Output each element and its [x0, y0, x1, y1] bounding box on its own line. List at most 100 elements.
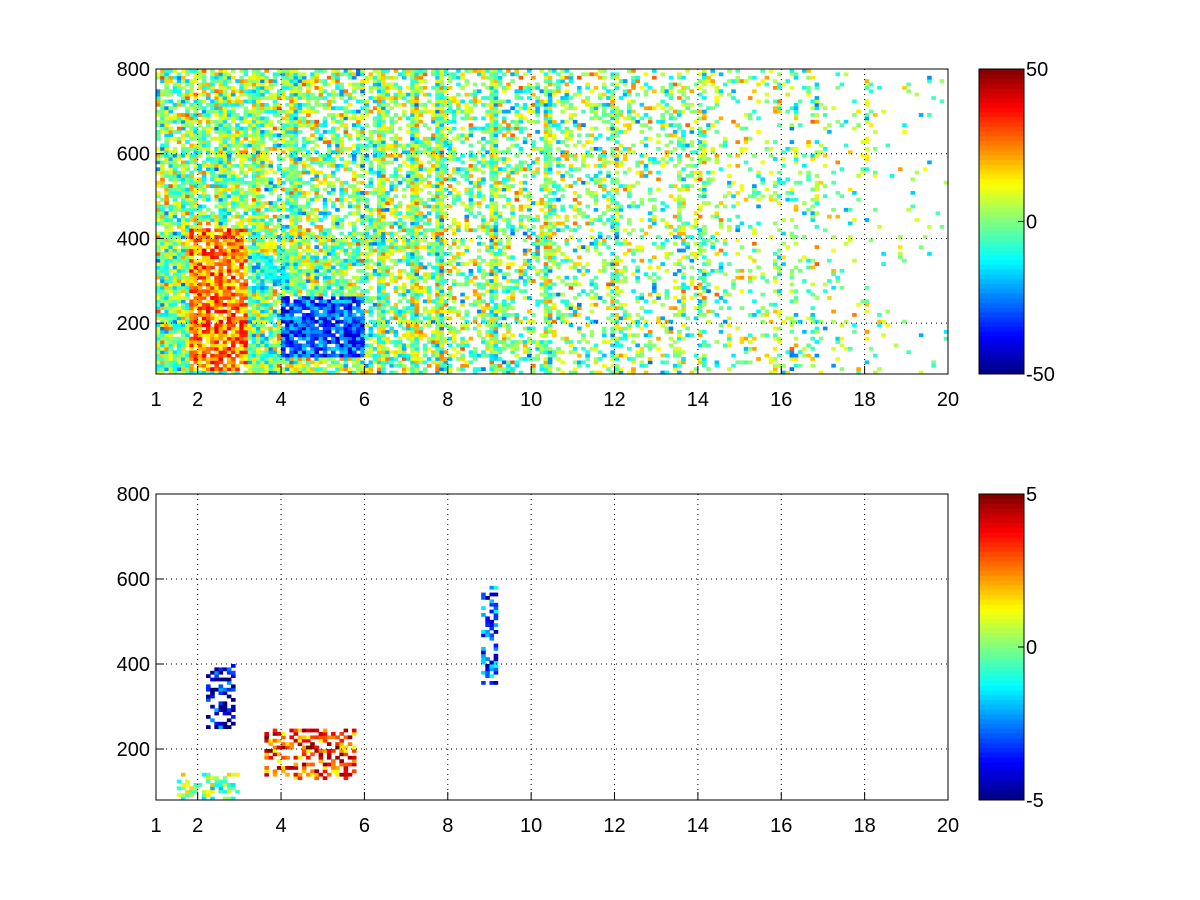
heatmap-cell [268, 82, 274, 87]
heatmap-cell [206, 123, 211, 128]
heatmap-cell [260, 299, 265, 304]
heatmap-cell [422, 150, 428, 155]
heatmap-cell [281, 279, 286, 283]
heatmap-cell [285, 255, 290, 260]
heatmap-cell [276, 238, 282, 243]
heatmap-cell [426, 180, 432, 185]
heatmap-cell [381, 367, 386, 372]
heatmap-cell [422, 92, 428, 97]
heatmap-cell [193, 207, 199, 212]
heatmap-cell [318, 258, 324, 263]
heatmap-cell [289, 82, 294, 87]
heatmap-cell [435, 163, 440, 168]
heatmap-cell [201, 353, 207, 358]
heatmap-cell [285, 201, 290, 205]
heatmap-cell [343, 350, 349, 355]
heatmap-cell [293, 123, 299, 128]
heatmap-cell [393, 316, 399, 321]
heatmap-cell [406, 241, 411, 246]
heatmap-cell [168, 299, 174, 304]
heatmap-cell [197, 252, 203, 256]
heatmap-cell [189, 346, 194, 351]
heatmap-cell [231, 299, 236, 304]
heatmap-cell [247, 79, 253, 83]
heatmap-cell [264, 109, 269, 114]
heatmap-cell [310, 82, 315, 87]
heatmap-cell [218, 140, 224, 144]
heatmap-cell [435, 285, 440, 290]
heatmap-cell [422, 79, 428, 83]
heatmap-cell [347, 167, 353, 172]
heatmap-cell [193, 252, 199, 256]
heatmap-cell [468, 302, 474, 307]
heatmap-cell [160, 265, 165, 270]
heatmap-cell [464, 191, 470, 195]
heatmap-cell [443, 228, 449, 233]
heatmap-cell [406, 130, 411, 134]
heatmap-cell [368, 180, 374, 185]
heatmap-cell [247, 245, 253, 250]
heatmap-cell [276, 96, 282, 100]
heatmap-cell [318, 170, 324, 175]
heatmap-cell [314, 282, 319, 287]
heatmap-cell [443, 262, 449, 266]
heatmap-cell [364, 289, 369, 294]
heatmap-cell [368, 136, 374, 141]
heatmap-cell [281, 96, 286, 100]
heatmap-cell [372, 96, 378, 100]
heatmap-cell [201, 109, 207, 114]
heatmap-cell [376, 262, 382, 266]
heatmap-cell [289, 228, 294, 233]
heatmap-cell [226, 336, 232, 341]
heatmap-cell [156, 241, 161, 246]
heatmap-cell [289, 357, 294, 361]
heatmap-cell [468, 157, 474, 161]
heatmap-cell [464, 224, 470, 229]
heatmap-cell [189, 302, 194, 307]
heatmap-cell [222, 113, 228, 117]
heatmap-cell [410, 313, 415, 317]
heatmap-cell [206, 150, 211, 155]
heatmap-cell [331, 191, 336, 195]
heatmap-cell [281, 245, 286, 250]
heatmap-cell [239, 153, 244, 158]
heatmap-cell [231, 174, 236, 178]
heatmap-cell [385, 252, 390, 256]
heatmap-cell [256, 343, 261, 348]
heatmap-cell [256, 346, 261, 351]
heatmap-cell [376, 153, 382, 158]
heatmap-cell [306, 296, 311, 300]
heatmap-cell [443, 252, 449, 256]
heatmap-cell [318, 235, 324, 239]
heatmap-cell [272, 302, 278, 307]
heatmap-cell [201, 89, 207, 94]
heatmap-cell [451, 153, 457, 158]
heatmap-cell [168, 75, 174, 80]
heatmap-cell [172, 160, 178, 165]
heatmap-cell [226, 340, 232, 344]
heatmap-cell [414, 329, 420, 334]
heatmap-cell [285, 187, 290, 192]
heatmap-cell [443, 292, 449, 297]
heatmap-cell [410, 163, 415, 168]
heatmap-cell [197, 245, 203, 250]
heatmap-cell [289, 194, 294, 199]
heatmap-cell [272, 214, 278, 219]
heatmap-cell [285, 119, 290, 124]
heatmap-cell [185, 96, 190, 100]
heatmap-cell [397, 299, 403, 304]
heatmap-cell [201, 319, 207, 324]
heatmap-cell [351, 235, 357, 239]
heatmap-cell [318, 218, 324, 222]
heatmap-cell [160, 146, 165, 151]
heatmap-cell [185, 123, 190, 128]
heatmap-cell [293, 255, 299, 260]
heatmap-cell [326, 258, 332, 263]
heatmap-cell [226, 133, 232, 138]
heatmap-cell [418, 143, 424, 148]
heatmap-cell [368, 272, 374, 277]
heatmap-cell [464, 204, 470, 209]
heatmap-cell [268, 248, 274, 253]
heatmap-cell [381, 343, 386, 348]
heatmap-cell [426, 313, 432, 317]
